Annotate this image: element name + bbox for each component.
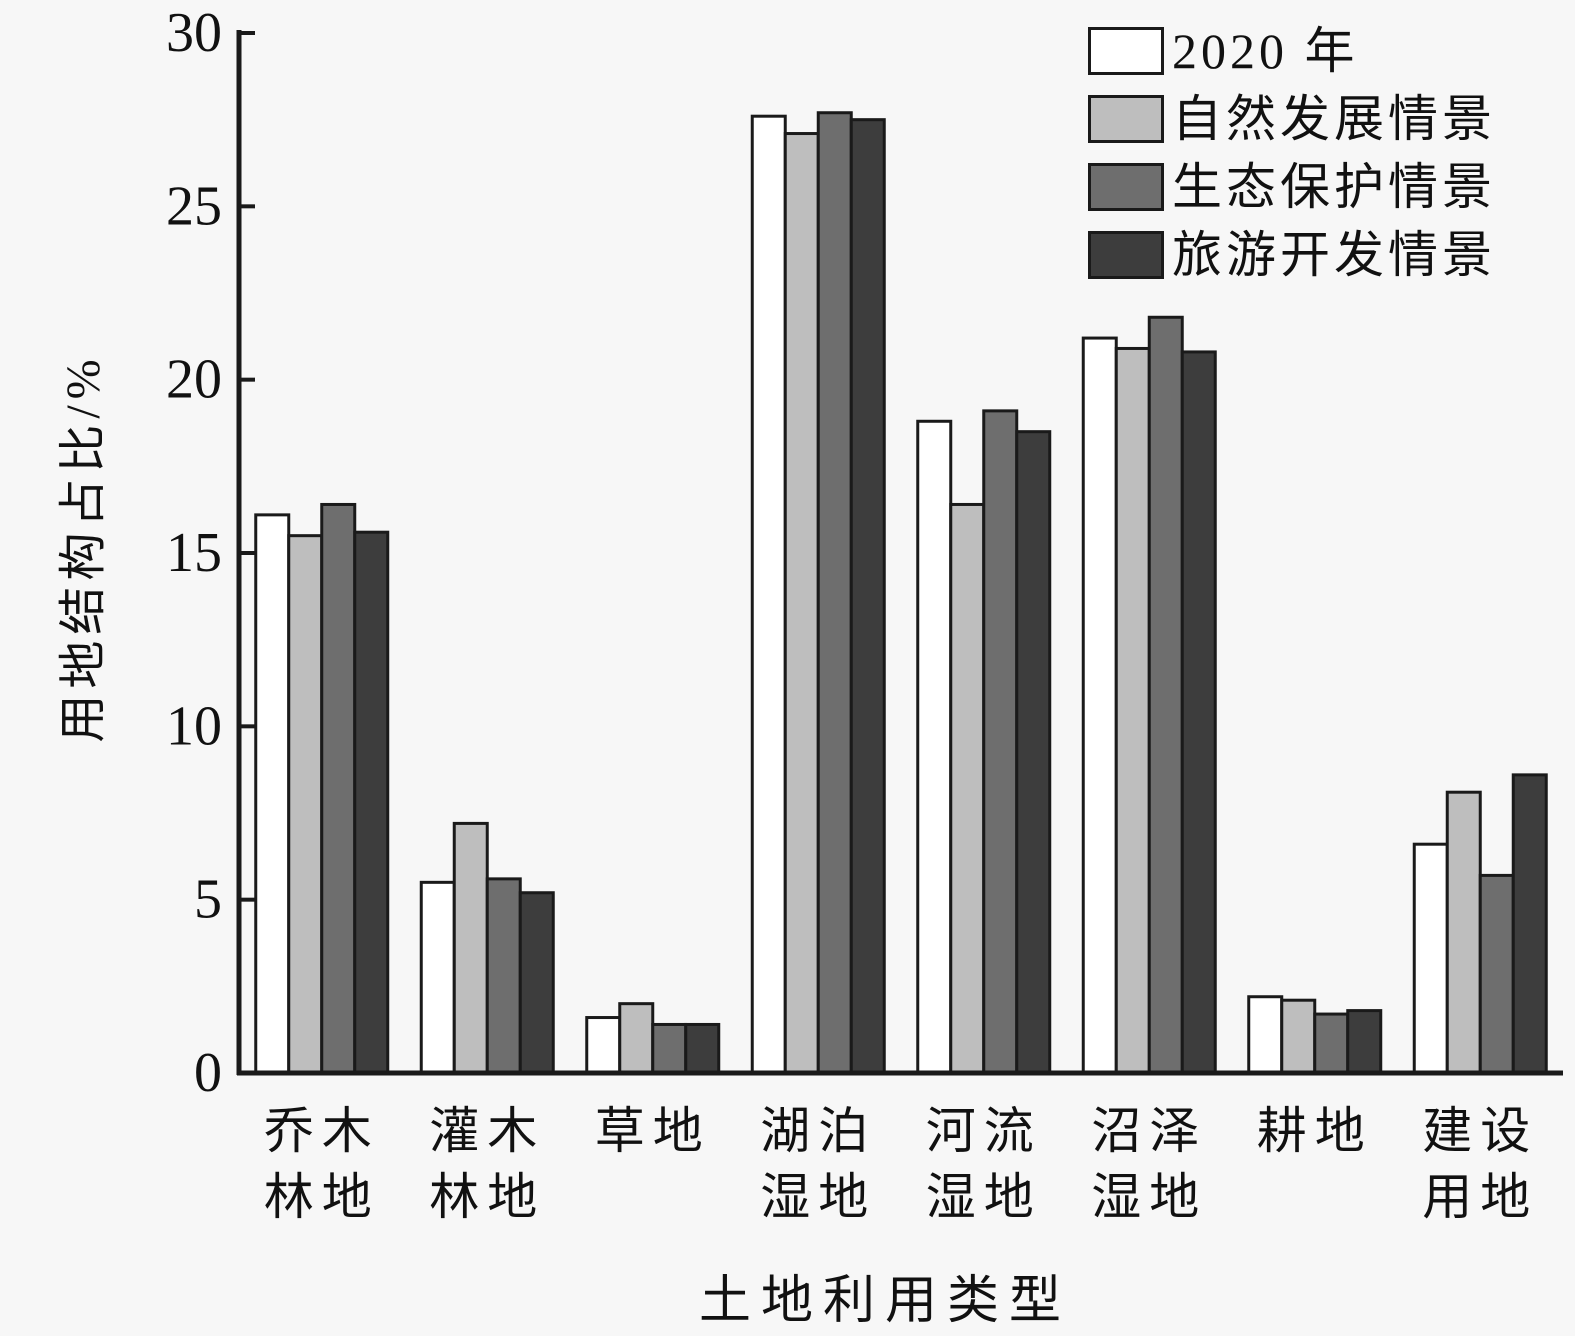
bar-series3-cat3 [849,118,886,1075]
y-tick-label: 10 [166,695,222,757]
y-tick-label: 5 [194,869,222,931]
y-tick-label: 15 [166,522,222,584]
legend-swatch-icon [1088,27,1164,75]
x-axis-title: 土地利用类型 [698,1273,1072,1330]
bar-series0-cat6 [1247,995,1284,1075]
bar-series2-cat6 [1313,1012,1350,1075]
x-category-label-line: 湿地 [1091,1169,1207,1225]
x-category-label-line: 建设 [1422,1103,1538,1159]
bar-series0-cat3 [750,114,787,1075]
x-category-label-line: 灌木 [429,1103,545,1159]
x-category-label: 草地 [595,1103,711,1159]
bar-series1-cat5 [1114,346,1151,1075]
y-tick-label: 0 [194,1042,222,1104]
x-category-label-line: 耕地 [1257,1103,1373,1159]
x-category-label-line: 林地 [429,1169,545,1225]
x-category-label-line: 林地 [264,1169,380,1225]
bar-series1-cat3 [783,132,820,1075]
x-category-label-line: 湿地 [760,1169,876,1225]
x-category-label: 耕地 [1257,1103,1373,1159]
y-axis-title: 用地结构占比/% [57,353,110,743]
x-category-label: 河流湿地 [926,1103,1042,1225]
bar-series0-cat2 [585,1016,622,1075]
x-category-label: 湖泊湿地 [760,1103,876,1225]
x-category-label: 建设用地 [1422,1103,1538,1225]
bar-series0-cat7 [1412,842,1449,1075]
chart-legend: 2020 年自然发展情景 生态保护情景 旅游开发情景 [1088,23,1496,300]
bar-series3-cat6 [1346,1009,1383,1075]
bar-series1-cat1 [452,821,489,1075]
y-tick-label: 25 [166,175,222,237]
x-category-label-line: 沼泽 [1091,1103,1207,1159]
x-category-label: 沼泽湿地 [1091,1103,1207,1225]
x-category-label-line: 草地 [595,1103,711,1159]
bar-series3-cat7 [1511,773,1548,1075]
bar-series2-cat4 [982,409,1019,1075]
bar-series3-cat1 [518,891,555,1075]
legend-label: 旅游开发情景 [1172,227,1496,283]
bar-series3-cat4 [1015,430,1052,1075]
legend-entry-1: 自然发展情景 [1088,91,1496,147]
legend-label: 2020 年 [1172,23,1359,79]
bar-series0-cat1 [419,880,456,1075]
bar-series0-cat5 [1081,336,1118,1075]
legend-label: 生态保护情景 [1172,159,1496,215]
x-category-label: 乔木林地 [264,1103,380,1225]
bar-series1-cat6 [1280,998,1317,1075]
legend-swatch-icon [1088,95,1164,143]
bar-series1-cat2 [618,1002,655,1075]
y-tick-label: 20 [166,349,222,411]
x-category-label: 灌木林地 [429,1103,545,1225]
bar-series2-cat0 [320,502,357,1075]
x-category-label-line: 乔木 [264,1103,380,1159]
x-category-label-line: 用地 [1422,1169,1538,1225]
bar-series3-cat5 [1180,350,1217,1075]
bar-series2-cat7 [1478,873,1515,1075]
bar-series2-cat3 [816,111,853,1075]
legend-entry-2: 生态保护情景 [1088,159,1496,215]
bar-series0-cat4 [916,419,953,1075]
x-category-label-line: 湿地 [926,1169,1042,1225]
bar-series3-cat0 [353,530,390,1075]
legend-swatch-icon [1088,163,1164,211]
bar-series2-cat1 [485,877,522,1075]
bar-series0-cat0 [254,513,291,1075]
bar-series3-cat2 [684,1022,721,1075]
y-tick-label: 30 [166,2,222,64]
bar-series2-cat2 [651,1022,688,1075]
bar-series2-cat5 [1147,315,1184,1075]
legend-entry-3: 旅游开发情景 [1088,227,1496,283]
bar-series1-cat4 [949,502,986,1075]
legend-swatch-icon [1088,231,1164,279]
bar-series1-cat7 [1445,790,1482,1075]
x-category-label-line: 湖泊 [760,1103,876,1159]
legend-label: 自然发展情景 [1172,91,1496,147]
legend-entry-0: 2020 年 [1088,23,1496,79]
bar-series1-cat0 [287,534,324,1075]
x-category-label-line: 河流 [926,1103,1042,1159]
